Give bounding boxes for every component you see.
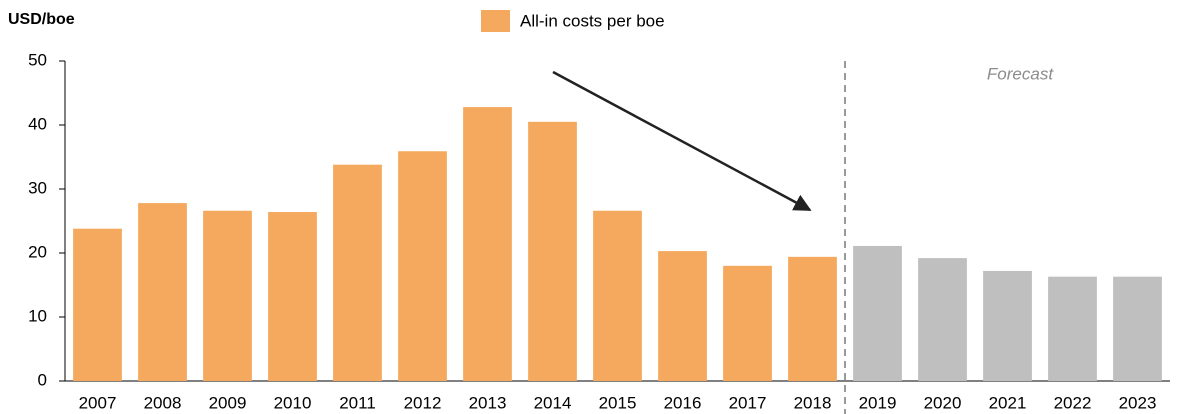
bar xyxy=(658,251,707,381)
bar xyxy=(73,228,122,381)
x-tick-label: 2010 xyxy=(274,393,312,412)
x-tick-label: 2023 xyxy=(1119,393,1157,412)
x-tick-label: 2019 xyxy=(859,393,897,412)
x-tick-label: 2018 xyxy=(794,393,832,412)
x-tick-label: 2022 xyxy=(1054,393,1092,412)
bar xyxy=(593,210,642,381)
trend-arrow xyxy=(552,70,812,212)
x-tick-label: 2017 xyxy=(729,393,767,412)
y-tick-label: 30 xyxy=(28,178,47,197)
y-tick-label: 50 xyxy=(28,50,47,69)
x-tick-label: 2009 xyxy=(209,393,247,412)
x-tick-label: 2013 xyxy=(469,393,507,412)
bar xyxy=(983,270,1032,381)
bar xyxy=(918,258,967,381)
x-tick-label: 2014 xyxy=(534,393,572,412)
x-tick-label: 2011 xyxy=(339,393,376,412)
legend-label: All-in costs per boe xyxy=(520,11,665,30)
x-tick-label: 2020 xyxy=(924,393,962,412)
x-tick-label: 2012 xyxy=(404,393,442,412)
forecast-label: Forecast xyxy=(987,64,1054,83)
y-axis-label: USD/boe xyxy=(8,11,75,28)
bar xyxy=(1048,276,1097,381)
bar xyxy=(528,121,577,382)
legend-swatch xyxy=(481,10,510,32)
bar xyxy=(788,256,837,381)
bar xyxy=(203,210,252,381)
x-tick-label: 2021 xyxy=(989,393,1027,412)
bar xyxy=(398,151,447,381)
bar xyxy=(333,164,382,381)
bar xyxy=(138,203,187,381)
bar xyxy=(1113,276,1162,381)
y-tick-label: 40 xyxy=(28,114,47,133)
bar xyxy=(723,265,772,381)
x-tick-label: 2016 xyxy=(664,393,702,412)
bar xyxy=(463,107,512,381)
x-tick-label: 2015 xyxy=(599,393,637,412)
y-tick-label: 10 xyxy=(28,306,47,325)
y-tick-label: 20 xyxy=(28,242,47,261)
x-tick-label: 2007 xyxy=(79,393,117,412)
bar xyxy=(268,212,317,381)
x-tick-label: 2008 xyxy=(144,393,182,412)
bar xyxy=(853,245,902,381)
y-tick-label: 0 xyxy=(38,370,47,389)
